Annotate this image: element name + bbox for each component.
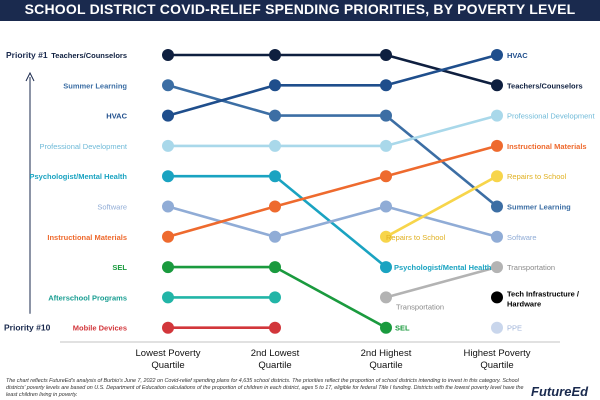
data-point-repairs-to-school-col4 <box>491 170 503 183</box>
series-label-transportation-col3: Transportation <box>396 302 444 311</box>
series-line-software <box>274 205 387 239</box>
series-label-instructional-materials-col1: Instructional Materials <box>47 233 127 242</box>
series-line-sel <box>274 265 387 329</box>
series-label-software-col1: Software <box>97 203 127 212</box>
title-banner <box>0 0 600 21</box>
data-point-teachers-counselors-col1 <box>162 49 174 61</box>
category-label-2: 2nd Lowest Quartile <box>251 348 300 371</box>
data-point-transportation-col3 <box>380 291 392 304</box>
data-point-transportation-col4 <box>491 261 503 274</box>
data-point-psychologist-mental-health-col1 <box>162 170 174 183</box>
series-label-tech-infrastructure-hardware-col4: Tech Infrastructure / Hardware <box>507 289 580 308</box>
data-point-software-col4 <box>491 230 503 243</box>
data-point-hvac-col1 <box>162 109 174 122</box>
series-line-software <box>385 205 498 239</box>
data-point-instructional-materials-col4 <box>491 139 503 152</box>
data-point-software-col3 <box>380 200 392 213</box>
data-point-teachers-counselors-col3 <box>380 49 392 61</box>
series-points <box>162 49 503 334</box>
data-point-hvac-col4 <box>491 49 503 61</box>
series-label-teachers-counselors-col4: Teachers/Counselors <box>507 81 583 90</box>
data-point-repairs-to-school-col3 <box>380 230 392 243</box>
data-point-professional-development-col2 <box>269 139 281 152</box>
data-point-tech-infrastructure-hardware-col4 <box>491 291 503 304</box>
data-point-mobile-devices-col2 <box>269 321 281 334</box>
series-line-instructional-materials <box>167 205 276 239</box>
slope-chart: Priority #1 Priority #10 Lowest Poverty Qua… <box>4 49 595 371</box>
series-line-instructional-materials <box>274 174 387 208</box>
data-point-ppe-col4 <box>491 321 503 334</box>
series-label-professional-development-col4: Professional Development <box>507 112 595 121</box>
series-label-teachers-counselors-col1: Teachers/Counselors <box>51 51 127 60</box>
data-point-sel-col1 <box>162 261 174 274</box>
series-label-instructional-materials-col4: Instructional Materials <box>507 142 587 151</box>
data-point-psychologist-mental-health-col2 <box>269 170 281 183</box>
series-label-hvac-col4: HVAC <box>507 51 528 60</box>
series-label-sel-col3: SEL <box>395 324 410 333</box>
series-label-software-col4: Software <box>507 233 537 242</box>
series-line-professional-development <box>385 114 498 148</box>
series-lines <box>167 53 498 330</box>
futureed-logo: FutureEd <box>531 384 589 399</box>
data-point-instructional-materials-col1 <box>162 230 174 243</box>
series-label-summer-learning-col4: Summer Learning <box>507 203 571 212</box>
data-point-professional-development-col4 <box>491 109 503 122</box>
series-label-sel-col1: SEL <box>112 263 127 272</box>
series-labels: Teachers/Counselors Teachers/Counselors Su… <box>29 51 595 333</box>
data-point-afterschool-programs-col1 <box>162 291 174 304</box>
data-point-sel-col2 <box>269 261 281 274</box>
category-label-1: Lowest Poverty Quartile <box>136 348 201 371</box>
series-label-psychologist-mental-health-col1: Psychologist/Mental Health <box>29 172 127 181</box>
data-point-software-col1 <box>162 200 174 213</box>
y-axis-bottom-label: Priority #10 <box>4 323 51 333</box>
y-axis-top-label: Priority #1 <box>6 50 48 60</box>
footnote: The chart reflects FutureEd's analysis o… <box>6 378 524 398</box>
series-label-summer-learning-col1: Summer Learning <box>63 81 127 90</box>
series-label-repairs-to-school-col4: Repairs to School <box>507 172 567 181</box>
data-point-teachers-counselors-col2 <box>269 49 281 61</box>
series-label-ppe-col4: PPE <box>507 324 522 333</box>
series-line-hvac <box>167 84 276 117</box>
series-label-afterschool-programs-col1: Afterschool Programs <box>48 293 127 302</box>
chart-title: SCHOOL DISTRICT COVID-RELIEF SPENDING PR… <box>24 1 576 17</box>
category-label-4: Highest Poverty Quartile <box>463 348 530 371</box>
series-label-repairs-to-school-col3: Repairs to School <box>386 233 446 242</box>
data-point-professional-development-col3 <box>380 139 392 152</box>
data-point-summer-learning-col2 <box>269 109 281 122</box>
data-point-hvac-col3 <box>380 79 392 92</box>
data-point-hvac-col2 <box>269 79 281 92</box>
series-label-mobile-devices-col1: Mobile Devices <box>73 324 127 333</box>
series-line-hvac <box>385 53 498 87</box>
y-axis-arrow-head <box>25 71 35 82</box>
data-point-software-col2 <box>269 230 281 243</box>
data-point-sel-col3 <box>380 321 392 334</box>
series-line-repairs-to-school <box>385 175 498 238</box>
data-point-instructional-materials-col2 <box>269 200 281 213</box>
data-point-summer-learning-col1 <box>162 79 174 92</box>
data-point-teachers-counselors-col4 <box>491 79 503 92</box>
series-label-professional-development-col1: Professional Development <box>39 142 127 151</box>
series-line-transportation <box>385 265 498 299</box>
category-label-3: 2nd Highest Quartile <box>361 348 412 371</box>
series-line-instructional-materials <box>385 144 498 178</box>
data-point-professional-development-col1 <box>162 139 174 152</box>
data-point-psychologist-mental-health-col3 <box>380 261 392 274</box>
data-point-afterschool-programs-col2 <box>269 291 281 304</box>
series-label-hvac-col1: HVAC <box>106 112 127 121</box>
data-point-summer-learning-col3 <box>380 109 392 122</box>
series-label-psychologist-mental-health-col3: Psychologist/Mental Health <box>394 263 492 272</box>
data-point-mobile-devices-col1 <box>162 321 174 334</box>
data-point-summer-learning-col4 <box>491 200 503 213</box>
data-point-instructional-materials-col3 <box>380 170 392 183</box>
series-label-transportation-col4: Transportation <box>507 263 555 272</box>
